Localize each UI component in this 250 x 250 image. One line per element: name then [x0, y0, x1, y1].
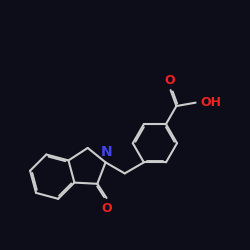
Text: O: O: [101, 202, 112, 215]
Text: N: N: [101, 145, 113, 159]
Text: OH: OH: [200, 96, 221, 109]
Text: O: O: [164, 74, 174, 87]
